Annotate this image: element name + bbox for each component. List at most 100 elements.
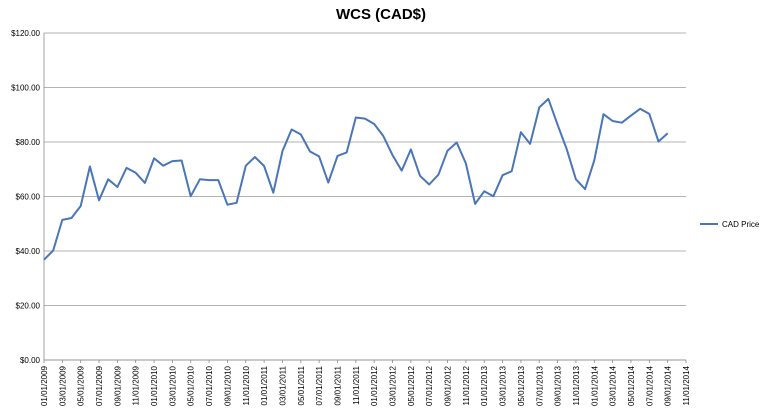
data-point [52,250,54,252]
data-point [282,150,284,152]
data-point [181,160,183,162]
data-point [428,184,430,186]
data-point [162,165,164,167]
x-tick-label: 01/01/2012 [370,365,379,406]
data-point [364,118,366,120]
data-point [208,179,210,181]
data-point [107,178,109,180]
x-tick-label: 07/01/2014 [645,365,654,406]
y-tick-label: $120.00 [11,29,40,38]
x-tick-label: 07/01/2011 [315,365,324,405]
data-point [98,199,100,201]
x-tick-label: 01/01/2009 [40,365,49,406]
x-tick-label: 07/01/2010 [205,365,214,406]
x-tick-label: 07/01/2013 [535,365,544,406]
data-point [465,163,467,165]
data-point [327,182,329,184]
x-tick-label: 09/01/2010 [223,365,232,406]
data-point [135,172,137,174]
x-tick-label: 07/01/2009 [95,365,104,406]
data-point [401,170,403,172]
data-point [419,175,421,177]
x-tick-label: 01/01/2014 [590,365,599,406]
data-point [171,160,173,162]
data-point [337,155,339,157]
data-point [89,166,91,168]
data-point [630,115,632,117]
x-tick-label: 05/01/2012 [407,365,416,406]
data-point [648,113,650,115]
data-point [584,188,586,190]
data-point [639,108,641,110]
x-tick-label: 09/01/2011 [333,365,342,405]
x-tick-label: 11/01/2009 [132,365,141,405]
data-point [190,195,192,197]
x-tick-label: 11/01/2014 [682,365,691,405]
y-tick-label: $20.00 [16,302,41,311]
x-tick-label: 05/01/2010 [187,365,196,406]
x-tick-label: 03/01/2011 [278,365,287,405]
data-point [346,151,348,153]
x-tick-label: 03/01/2012 [389,365,398,406]
x-tick-label: 11/01/2013 [572,365,581,405]
data-point [392,154,394,156]
data-point [217,179,219,181]
data-point [437,174,439,176]
data-point [236,202,238,204]
data-point [557,124,559,126]
data-point [575,178,577,180]
data-point [492,195,494,197]
data-point [144,182,146,184]
x-tick-label: 09/01/2012 [444,365,453,406]
data-point [612,120,614,122]
x-tick-label: 09/01/2013 [554,365,563,406]
data-point [456,142,458,144]
data-point [226,204,228,206]
data-point [254,156,256,158]
x-tick-label: 03/01/2009 [58,365,67,406]
y-tick-label: $60.00 [16,193,41,202]
data-point [80,205,82,207]
data-point [71,217,73,219]
x-tick-label: 05/01/2009 [77,365,86,406]
data-point [667,132,669,134]
data-point [263,165,265,167]
data-point [593,159,595,161]
series-line-cad-price [43,97,669,261]
data-point [511,170,513,172]
data-point [483,190,485,192]
x-tick-label: 11/01/2010 [242,365,251,405]
x-tick-label: 07/01/2012 [425,365,434,406]
chart-title: WCS (CAD$) [336,6,426,23]
data-point [355,117,357,119]
data-point [43,259,45,261]
data-point [502,174,504,176]
x-tick-label: 05/01/2014 [627,365,636,406]
data-point [658,141,660,143]
data-point [520,131,522,133]
data-point [126,167,128,169]
y-tick-label: $100.00 [11,84,40,93]
y-tick-label: $80.00 [16,138,41,147]
x-tick-label: 03/01/2013 [499,365,508,406]
data-point [116,186,118,188]
y-tick-label: $40.00 [16,247,41,256]
data-point [291,129,293,131]
data-point [153,157,155,159]
x-tick-label: 05/01/2011 [297,365,306,405]
x-tick-label: 11/01/2011 [352,365,361,404]
y-tick-label: $0.00 [20,356,41,365]
data-point [199,178,201,180]
x-tick-label: 05/01/2013 [517,365,526,406]
legend-label: CAD Price [722,220,760,229]
x-tick-label: 11/01/2012 [462,365,471,405]
data-point [318,155,320,157]
data-point [529,143,531,145]
data-point [547,98,549,100]
x-tick-label: 01/01/2013 [480,365,489,406]
x-tick-label: 03/01/2010 [168,365,177,406]
data-point [538,106,540,108]
data-point [373,123,375,125]
data-point [245,165,247,167]
x-tick-label: 01/01/2011 [260,365,269,405]
